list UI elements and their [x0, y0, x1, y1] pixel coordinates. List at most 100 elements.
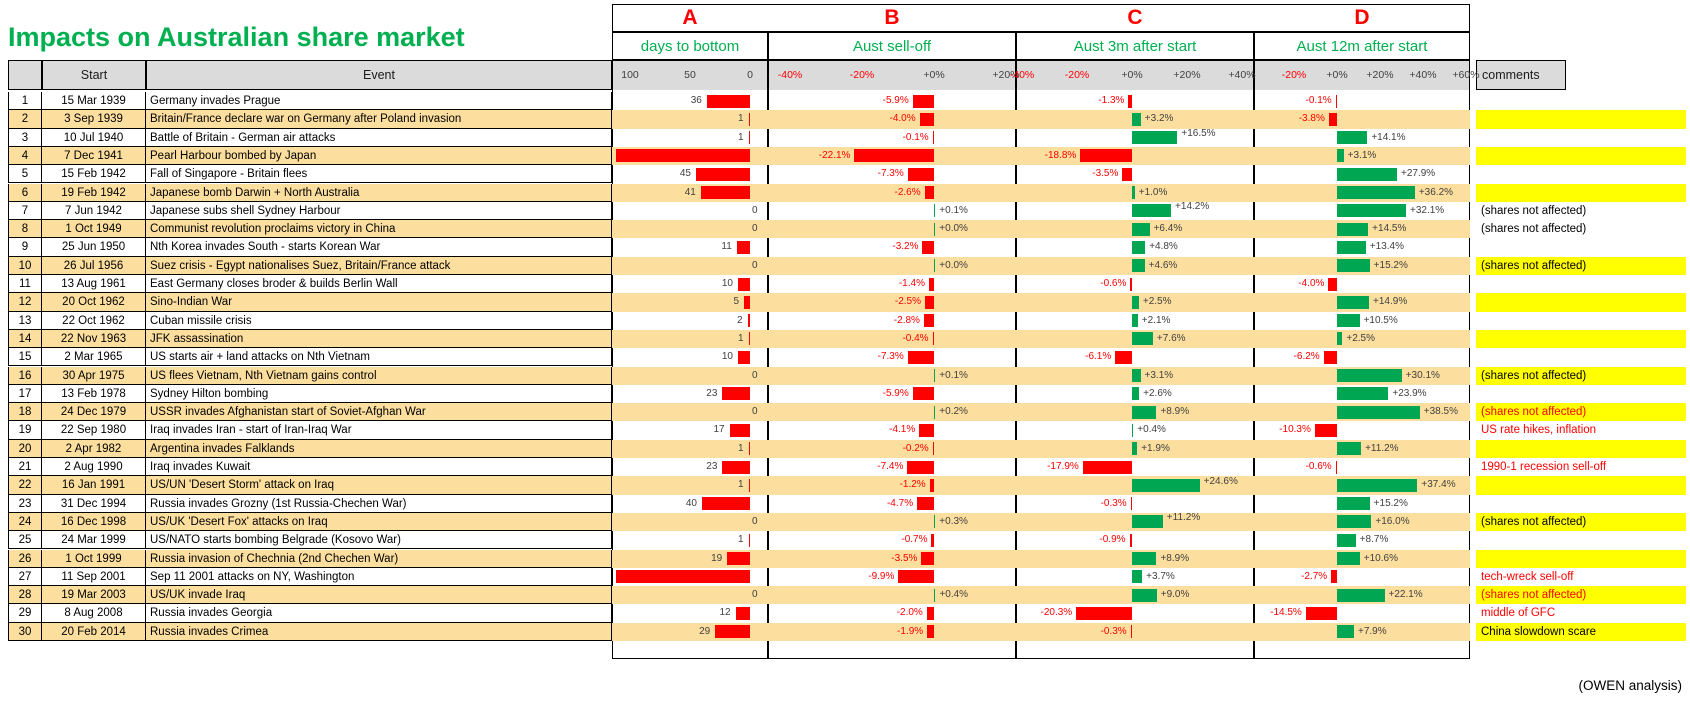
- table-row: 6 19 Feb 1942 Japanese bomb Darwin + North…: [0, 183, 1690, 202]
- three-month-bar-label: +11.2%: [1166, 512, 1201, 524]
- date-cell: 2 Apr 1982: [42, 439, 146, 458]
- twelve-month-bar-label: +30.1%: [1405, 369, 1440, 381]
- event-cell: Russia invasion of Chechnia (2nd Chechen…: [146, 549, 612, 568]
- comment-cell: (shares not affected): [1481, 204, 1587, 217]
- date-cell: 15 Feb 1942: [42, 165, 146, 184]
- twelve-month-bar: [1331, 570, 1337, 584]
- days-to-bottom-label: 0: [752, 589, 758, 601]
- table-row: 5 15 Feb 1942 Fall of Singapore - Britain …: [0, 165, 1690, 184]
- axis-tick-d: +40%: [1409, 69, 1437, 81]
- comment-cell: (shares not affected): [1476, 256, 1686, 275]
- comment-cell: (shares not affected): [1476, 586, 1686, 605]
- three-month-bar: [1132, 131, 1178, 145]
- table-row: 18 24 Dec 1979 USSR invades Afghanistan st…: [0, 403, 1690, 422]
- axis-tick-b: +0%: [923, 69, 945, 81]
- sell-off-bar-label: -2.6%: [894, 186, 921, 198]
- twelve-month-bar: [1337, 369, 1402, 383]
- sell-off-bar: [919, 112, 934, 126]
- three-month-bar: [1132, 423, 1134, 437]
- three-month-bar: [1115, 350, 1132, 364]
- days-to-bottom-bar: [736, 240, 750, 254]
- sell-off-bar: [926, 606, 934, 620]
- date-cell: 20 Oct 1962: [42, 293, 146, 312]
- row-number-cell: 14: [8, 329, 42, 349]
- days-to-bottom-bar: [748, 112, 750, 126]
- date-cell: 10 Jul 1940: [42, 128, 146, 147]
- twelve-month-bar-label: -3.8%: [1298, 113, 1325, 125]
- subheader-aust-sell-off: Aust sell-off: [768, 32, 1016, 60]
- twelve-month-bar-label: +14.5%: [1372, 223, 1407, 235]
- days-to-bottom-bar: [748, 478, 750, 492]
- days-to-bottom-label: 36: [690, 95, 702, 106]
- subheader-aust-3m: Aust 3m after start: [1016, 32, 1254, 60]
- days-to-bottom-bar: [727, 552, 750, 566]
- letter-header-box: [612, 4, 1470, 32]
- sell-off-bar: [917, 497, 934, 511]
- sell-off-bar: [934, 515, 936, 529]
- sell-off-bar-label: -0.2%: [902, 442, 929, 454]
- comment-cell: [1476, 531, 1686, 549]
- axis-tick-a: 100: [621, 69, 639, 81]
- event-cell: Russia invades Grozny (1st Russia-Cheche…: [146, 494, 612, 513]
- table-row: 25 24 Mar 1999 US/NATO starts bombing Belg…: [0, 531, 1690, 550]
- sell-off-bar: [907, 460, 934, 474]
- comment-cell: (shares not affected): [1476, 403, 1686, 422]
- row-stripe: [8, 220, 1470, 239]
- date-cell: 22 Sep 1980: [42, 421, 146, 440]
- row-number-cell: 30: [8, 622, 42, 641]
- three-month-bar: [1132, 552, 1157, 566]
- event-cell: Sep 11 2001 attacks on NY, Washington: [146, 567, 612, 587]
- twelve-month-bar-label: +2.5%: [1346, 332, 1376, 344]
- axis-tick-b: -20%: [849, 69, 875, 81]
- days-to-bottom-bar: [747, 314, 750, 328]
- twelve-month-bar-label: +10.6%: [1363, 552, 1398, 564]
- days-to-bottom-bar: [700, 186, 750, 200]
- table-row: 21 2 Aug 1990 Iraq invades Kuwait 23 -7.4% -1…: [0, 458, 1690, 477]
- days-to-bottom-label: 0: [752, 223, 758, 235]
- axis-tick-d: +0%: [1326, 69, 1348, 81]
- comment-cell: 1990-1 recession sell-off: [1481, 461, 1607, 473]
- sell-off-bar-label: -1.2%: [899, 479, 926, 491]
- three-month-bar: [1132, 405, 1157, 419]
- sell-off-bar: [922, 240, 934, 254]
- twelve-month-bar-label: +15.2%: [1373, 259, 1408, 271]
- event-cell: US/NATO starts bombing Belgrade (Kosovo …: [146, 531, 612, 550]
- days-to-bottom-label: 0: [752, 515, 758, 527]
- sell-off-bar-label: +0.1%: [939, 369, 968, 381]
- three-month-bar-label: +8.9%: [1160, 406, 1190, 418]
- sell-off-bar: [932, 332, 934, 346]
- event-cell: Battle of Britain - German air attacks: [146, 128, 612, 147]
- comment-cell: [1476, 165, 1686, 183]
- subheader-aust-12m: Aust 12m after start: [1254, 32, 1470, 60]
- row-stripe: [8, 512, 1470, 532]
- three-month-bar-label: -20.3%: [1040, 607, 1073, 619]
- twelve-month-bar: [1337, 497, 1370, 511]
- three-month-bar: [1132, 387, 1140, 401]
- date-cell: 1 Oct 1949: [42, 220, 146, 239]
- event-cell: Germany invades Prague: [146, 92, 612, 111]
- table-row: 28 19 Mar 2003 US/UK invade Iraq 0 +0.4% +9.0…: [0, 586, 1690, 605]
- row-stripe: [8, 439, 1470, 458]
- sell-off-bar: [931, 533, 934, 547]
- three-month-bar: [1132, 295, 1139, 309]
- row-number-cell: 2: [8, 110, 42, 129]
- sell-off-bar: [934, 222, 936, 236]
- three-month-bar: [1132, 222, 1150, 236]
- twelve-month-bar-label: +7.9%: [1357, 625, 1387, 637]
- twelve-month-bar: [1337, 186, 1415, 200]
- row-number-cell: 18: [8, 403, 42, 422]
- table-row: 15 2 Mar 1965 US starts air + land attacks…: [0, 348, 1690, 367]
- three-month-bar-label: +0.4%: [1137, 424, 1166, 436]
- axis-tick-b: +20%: [992, 69, 1020, 81]
- twelve-month-bar-label: +14.9%: [1373, 296, 1408, 308]
- table-row: 17 13 Feb 1978 Sydney Hilton bombing 23 -5.9…: [0, 384, 1690, 404]
- days-to-bottom-bar: [616, 570, 750, 584]
- three-month-bar: [1132, 112, 1141, 126]
- sell-off-bar-label: +0.4%: [939, 589, 969, 601]
- twelve-month-bar-label: -0.6%: [1305, 461, 1332, 472]
- sell-off-bar-label: -3.2%: [892, 241, 919, 253]
- twelve-month-bar: [1337, 478, 1418, 492]
- twelve-month-bar: [1337, 149, 1344, 163]
- axis-tick-d: +60%: [1452, 69, 1480, 81]
- table-row: 20 2 Apr 1982 Argentina invades Falklands 1…: [0, 439, 1690, 458]
